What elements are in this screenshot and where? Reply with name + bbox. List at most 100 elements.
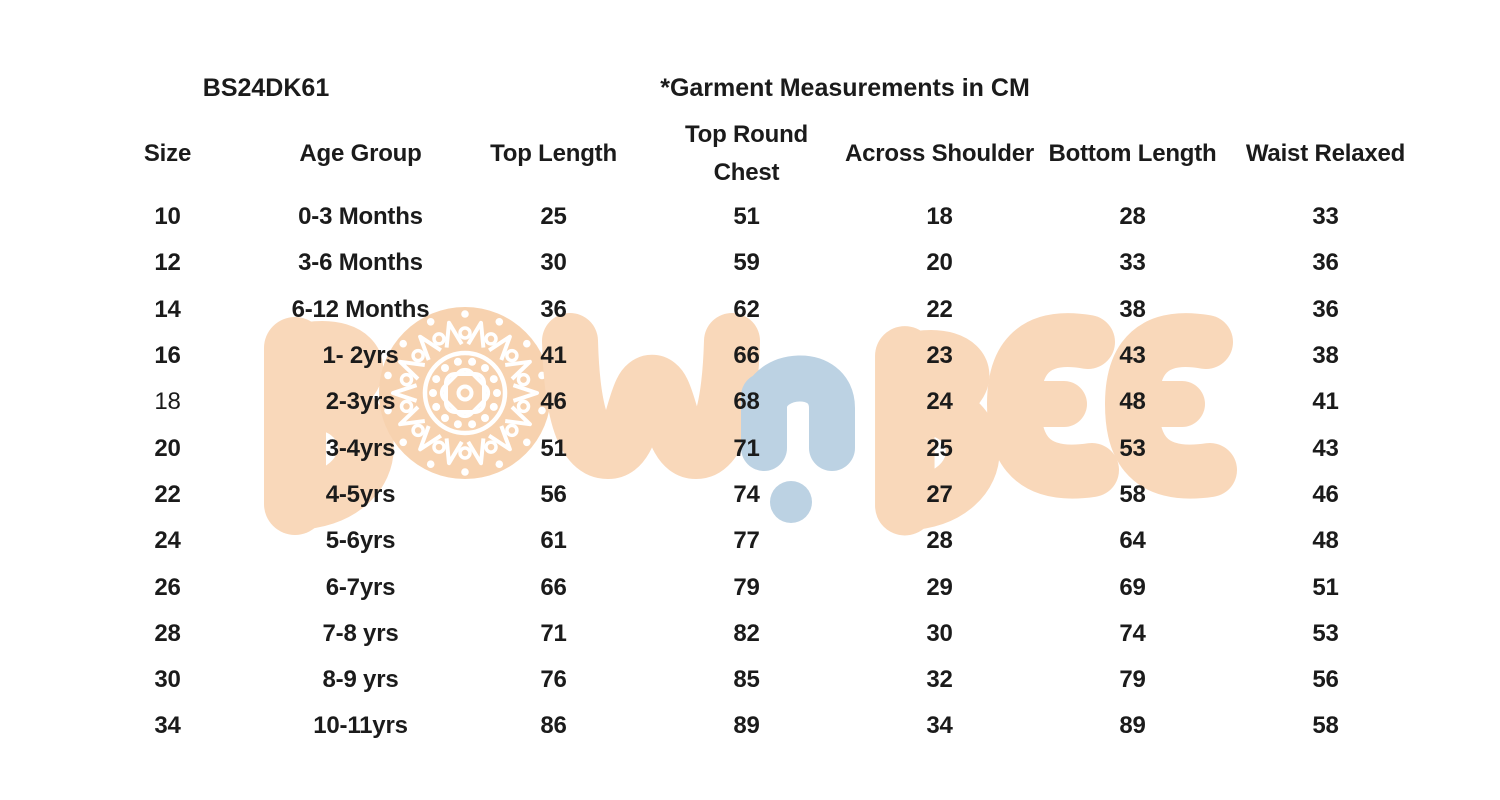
cell-bottom-length: 74 <box>1119 619 1146 647</box>
table-row: 30 8-9 yrs 76 85 32 79 56 <box>71 657 1422 703</box>
header-top-length: Top Length <box>457 112 650 196</box>
cell-across-shoulder: 28 <box>926 527 953 555</box>
cell-top-length: 25 <box>540 203 567 231</box>
cell-across-shoulder: 24 <box>926 388 953 416</box>
table-row: 12 3-6 Months 30 59 20 33 36 <box>71 240 1422 286</box>
cell-top-round-chest: 68 <box>733 388 760 416</box>
table-row: 10 0-3 Months 25 51 18 28 33 <box>71 194 1422 240</box>
cell-top-length: 51 <box>540 434 567 462</box>
cell-age-group: 10-11yrs <box>313 712 408 740</box>
watermark-n-dot-icon <box>770 481 812 523</box>
cell-top-round-chest: 62 <box>733 295 760 323</box>
cell-size: 20 <box>154 434 181 462</box>
cell-top-length: 36 <box>540 295 567 323</box>
cell-bottom-length: 48 <box>1119 388 1146 416</box>
header-label: Age Group <box>299 140 422 167</box>
cell-size: 26 <box>154 573 181 601</box>
table-row: 24 5-6yrs 61 77 28 64 48 <box>71 518 1422 564</box>
cell-waist-relaxed: 46 <box>1312 480 1339 508</box>
table-row: 18 2-3yrs 46 68 24 48 41 <box>71 379 1422 425</box>
cell-waist-relaxed: 58 <box>1312 712 1339 740</box>
header-age-group: Age Group <box>264 112 457 196</box>
cell-bottom-length: 33 <box>1119 249 1146 277</box>
title-bar: BS24DK61 *Garment Measurements in CM <box>0 74 1500 104</box>
cell-across-shoulder: 23 <box>926 342 953 370</box>
watermark-letter-o <box>379 307 551 479</box>
cell-size: 14 <box>154 295 181 323</box>
cell-waist-relaxed: 48 <box>1312 527 1339 555</box>
cell-top-round-chest: 77 <box>733 527 760 555</box>
watermark-letter-e2 <box>1105 313 1237 499</box>
cell-across-shoulder: 22 <box>926 295 953 323</box>
header-bottom-length: Bottom Length <box>1036 112 1229 196</box>
watermark-letter-b <box>264 317 394 535</box>
cell-size: 12 <box>154 249 181 277</box>
header-top-round-chest: Top Round Chest <box>650 112 843 196</box>
cell-across-shoulder: 20 <box>926 249 953 277</box>
header-size: Size <box>71 112 264 196</box>
cell-size: 16 <box>154 342 181 370</box>
cell-across-shoulder: 29 <box>926 573 953 601</box>
cell-top-length: 61 <box>540 527 567 555</box>
cell-waist-relaxed: 38 <box>1312 342 1339 370</box>
header-label: Size <box>143 140 192 167</box>
cell-waist-relaxed: 51 <box>1312 573 1339 601</box>
cell-waist-relaxed: 36 <box>1312 295 1339 323</box>
cell-across-shoulder: 18 <box>926 203 953 231</box>
cell-bottom-length: 89 <box>1119 712 1146 740</box>
cell-top-length: 86 <box>540 712 567 740</box>
cell-size: 30 <box>154 666 181 694</box>
cell-top-round-chest: 59 <box>733 249 760 277</box>
cell-age-group: 8-9 yrs <box>322 666 399 694</box>
cell-top-round-chest: 85 <box>733 666 760 694</box>
cell-size: 22 <box>154 480 181 508</box>
header-label: Top Length <box>490 140 617 167</box>
header-across-shoulder: Across Shoulder <box>843 112 1036 196</box>
table-row: 28 7-8 yrs 71 82 30 74 53 <box>71 611 1422 657</box>
cell-age-group: 3-4yrs <box>325 434 396 462</box>
cell-age-group: 6-12 Months <box>291 295 430 323</box>
cell-bottom-length: 28 <box>1119 203 1146 231</box>
table-header-row: Size Age Group Top Length Top Round Chest Ac… <box>71 112 1422 196</box>
cell-top-length: 71 <box>540 619 567 647</box>
table-body: 10 0-3 Months 25 51 18 28 33 12 3-6 Months 30 59 20… <box>71 194 1422 750</box>
cell-top-round-chest: 71 <box>733 434 760 462</box>
cell-size: 24 <box>154 527 181 555</box>
cell-age-group: 3-6 Months <box>298 249 423 277</box>
table-row: 26 6-7yrs 66 79 29 69 51 <box>71 564 1422 610</box>
header-label: Across Shoulder <box>844 140 1035 167</box>
measurement-note: *Garment Measurements in CM <box>660 74 1030 102</box>
cell-top-round-chest: 66 <box>733 342 760 370</box>
watermark-letter-w <box>542 313 760 479</box>
cell-age-group: 6-7yrs <box>325 573 396 601</box>
watermark-letter-e1 <box>987 313 1119 499</box>
cell-age-group: 1- 2yrs <box>322 342 399 370</box>
mandala-icon <box>384 310 546 476</box>
cell-waist-relaxed: 36 <box>1312 249 1339 277</box>
cell-age-group: 0-3 Months <box>298 203 423 231</box>
cell-across-shoulder: 32 <box>926 666 953 694</box>
cell-waist-relaxed: 43 <box>1312 434 1339 462</box>
table-row: 14 6-12 Months 36 62 22 38 36 <box>71 287 1422 333</box>
header-label: Waist Relaxed <box>1245 140 1406 167</box>
table-row: 34 10-11yrs 86 89 34 89 58 <box>71 703 1422 749</box>
cell-bottom-length: 58 <box>1119 480 1146 508</box>
cell-size: 10 <box>154 203 181 231</box>
style-code: BS24DK61 <box>202 74 330 102</box>
cell-top-length: 56 <box>540 480 567 508</box>
cell-age-group: 7-8 yrs <box>322 619 399 647</box>
bownbee-watermark <box>264 307 1237 546</box>
cell-bottom-length: 64 <box>1119 527 1146 555</box>
cell-top-round-chest: 51 <box>733 203 760 231</box>
cell-top-length: 30 <box>540 249 567 277</box>
cell-bottom-length: 69 <box>1119 573 1146 601</box>
cell-age-group: 2-3yrs <box>325 388 396 416</box>
cell-size: 18 <box>154 388 181 416</box>
cell-bottom-length: 43 <box>1119 342 1146 370</box>
cell-bottom-length: 79 <box>1119 666 1146 694</box>
cell-across-shoulder: 27 <box>926 480 953 508</box>
cell-across-shoulder: 34 <box>926 712 953 740</box>
table-row: 22 4-5yrs 56 74 27 58 46 <box>71 472 1422 518</box>
cell-age-group: 4-5yrs <box>325 480 396 508</box>
table-row: 20 3-4yrs 51 71 25 53 43 <box>71 425 1422 471</box>
